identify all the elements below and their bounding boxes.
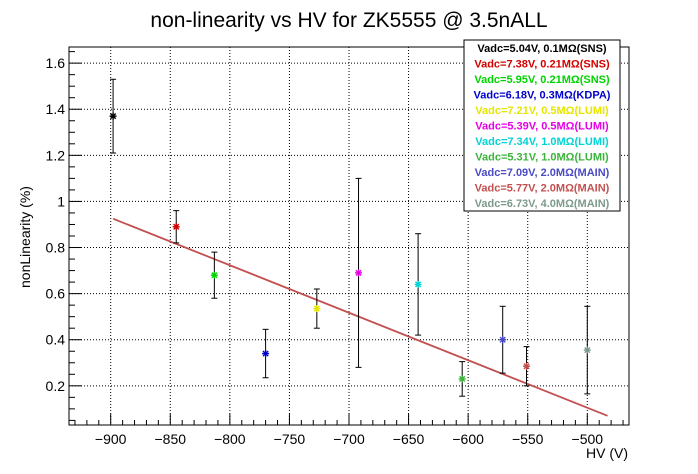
legend-entry: Vadc=6.18V, 0.3MΩ(KDPA) — [474, 90, 611, 102]
data-marker — [499, 336, 507, 344]
fit-line — [112, 217, 608, 417]
y-tick-label: 1 — [57, 193, 65, 209]
x-tick-label: −650 — [393, 431, 425, 447]
data-marker — [313, 305, 321, 313]
legend-entry: Vadc=6.73V, 4.0MΩ(MAIN) — [475, 198, 610, 210]
data-marker — [210, 271, 218, 279]
y-tick-label: 1.6 — [46, 55, 66, 71]
data-marker — [355, 269, 363, 277]
x-tick-label: −550 — [512, 431, 544, 447]
y-axis-tick-labels: 0.2 0.4 0.6 0.8 1 1.2 1.4 1.6 — [46, 55, 66, 394]
y-tick-label: 0.6 — [46, 286, 66, 302]
chart-title: non-linearity vs HV for ZK5555 @ 3.5nALL — [150, 9, 547, 32]
x-tick-label: −500 — [572, 431, 604, 447]
data-marker — [458, 375, 466, 383]
legend: Vadc=5.04V, 0.1MΩ(SNS) Vadc=7.38V, 0.21MΩ… — [463, 39, 621, 212]
y-tick-label: 1.4 — [46, 101, 66, 117]
legend-entry: Vadc=5.95V, 0.21MΩ(SNS) — [474, 74, 610, 86]
data-marker — [583, 346, 591, 354]
legend-entry: Vadc=5.31V, 1.0MΩ(LUMI) — [475, 152, 609, 164]
legend-entries: Vadc=5.04V, 0.1MΩ(SNS) Vadc=7.38V, 0.21MΩ… — [474, 43, 611, 210]
legend-entry: Vadc=5.39V, 0.5MΩ(LUMI) — [475, 121, 609, 133]
x-tick-label: −600 — [452, 431, 484, 447]
legend-entry: Vadc=7.21V, 0.5MΩ(LUMI) — [475, 105, 609, 117]
x-tick-label: −750 — [274, 431, 306, 447]
data-marker — [414, 280, 422, 288]
legend-entry: Vadc=7.34V, 1.0MΩ(LUMI) — [475, 136, 609, 148]
data-marker — [172, 223, 180, 231]
data-marker — [523, 362, 531, 370]
legend-entry: Vadc=5.77V, 2.0MΩ(MAIN) — [475, 183, 610, 195]
x-tick-label: −900 — [95, 431, 127, 447]
axis-ticks — [69, 51, 624, 425]
x-axis-title: HV (V) — [586, 445, 628, 461]
y-tick-label: 1.2 — [46, 147, 66, 163]
y-tick-label: 0.8 — [46, 240, 66, 256]
x-axis-tick-labels: −900 −850 −800 −750 −700 −650 −600 −550 −500 — [95, 431, 603, 447]
x-tick-label: −800 — [214, 431, 246, 447]
y-tick-label: 0.4 — [46, 332, 66, 348]
x-tick-label: −850 — [155, 431, 187, 447]
y-tick-label: 0.2 — [46, 378, 66, 394]
data-points — [109, 78, 591, 397]
legend-entry: Vadc=5.04V, 0.1MΩ(SNS) — [477, 43, 607, 55]
data-marker — [262, 350, 270, 358]
x-tick-label: −700 — [333, 431, 365, 447]
legend-entry: Vadc=7.38V, 0.21MΩ(SNS) — [474, 59, 610, 71]
y-axis-title: nonLinearity (%) — [17, 186, 33, 288]
fit-line-group — [112, 217, 608, 417]
legend-entry: Vadc=7.09V, 2.0MΩ(MAIN) — [475, 167, 610, 179]
legend-box — [463, 39, 621, 212]
data-marker — [109, 112, 117, 120]
